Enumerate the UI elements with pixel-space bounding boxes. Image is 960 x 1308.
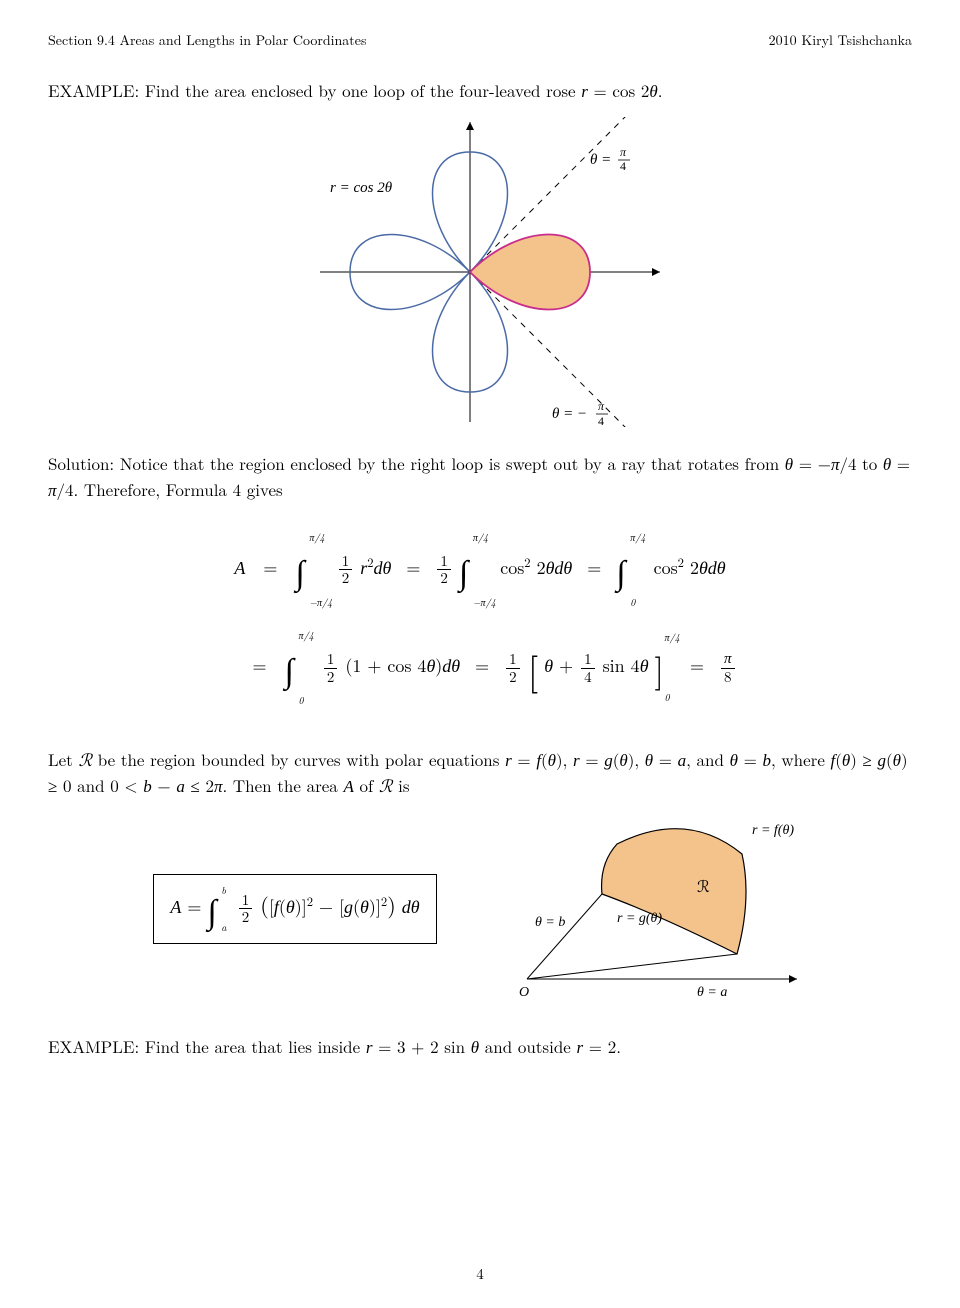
frac-half-4: 12 — [506, 651, 520, 685]
svg-text:π: π — [620, 145, 627, 159]
example-2: EXAMPLE: Find the area that lies inside … — [48, 1034, 912, 1061]
frac-half-1: 12 — [339, 553, 353, 587]
rose-diagram: r = cos 2θ θ = π 4 θ = − π 4 — [280, 117, 680, 427]
int-2: ∫π/4−π/4 — [459, 526, 468, 614]
svg-text:θ = −: θ = − — [552, 406, 587, 422]
equation-block: A = ∫π/4−π/4 12 r2dθ = 12 ∫π/4−π/4 cos2 … — [48, 526, 912, 719]
solution-text: Solution: Notice that the region enclose… — [48, 451, 912, 504]
frac-half-3: 12 — [324, 651, 338, 685]
int-1: ∫π/4−π/4 — [295, 526, 304, 614]
example-1: EXAMPLE: Find the area enclosed by one l… — [48, 78, 912, 105]
svg-text:4: 4 — [620, 159, 626, 173]
header-right: 2010 Kiryl Tsishchanka — [769, 30, 912, 50]
formula-row: A = ∫ba 12 ([f(θ)]2 − [g(θ)]2) dθ O r = … — [48, 814, 912, 1004]
svg-text:θ = b: θ = b — [535, 915, 565, 930]
svg-text:r = f(θ): r = f(θ) — [752, 823, 794, 838]
page-number: 4 — [0, 1263, 960, 1284]
formula-box: A = ∫ba 12 ([f(θ)]2 − [g(θ)]2) dθ — [153, 874, 436, 944]
example-1-text: EXAMPLE: Find the area enclosed by one l… — [48, 78, 662, 102]
int-4: ∫π/40 — [285, 624, 294, 712]
frac-half-2: 12 — [437, 553, 451, 587]
region-diagram: O r = f(θ) r = g(θ) ℛ θ = b θ = a — [487, 814, 807, 1004]
int-3: ∫π/40 — [616, 526, 625, 614]
frac-half-box: 12 — [239, 892, 253, 926]
svg-text:O: O — [519, 985, 529, 1000]
page-header: Section 9.4 Areas and Lengths in Polar C… — [48, 30, 912, 50]
frac-quarter: 14 — [581, 651, 595, 685]
eq-A: A — [234, 558, 245, 578]
svg-text:r = g(θ): r = g(θ) — [617, 911, 662, 926]
svg-text:r = cos 2θ: r = cos 2θ — [330, 180, 393, 196]
svg-text:ℛ: ℛ — [697, 879, 710, 896]
header-left: Section 9.4 Areas and Lengths in Polar C… — [48, 30, 366, 50]
svg-text:θ =: θ = — [590, 152, 611, 168]
frac-pi-8: π8 — [721, 651, 735, 685]
svg-text:4: 4 — [598, 414, 604, 427]
svg-text:θ = a: θ = a — [697, 985, 727, 1000]
svg-text:π: π — [598, 399, 605, 413]
int-box: ∫ba — [207, 885, 216, 933]
theorem-text: Let ℛ be the region bounded by curves wi… — [48, 747, 912, 800]
eval-bracket: ]π/40 — [655, 624, 664, 712]
